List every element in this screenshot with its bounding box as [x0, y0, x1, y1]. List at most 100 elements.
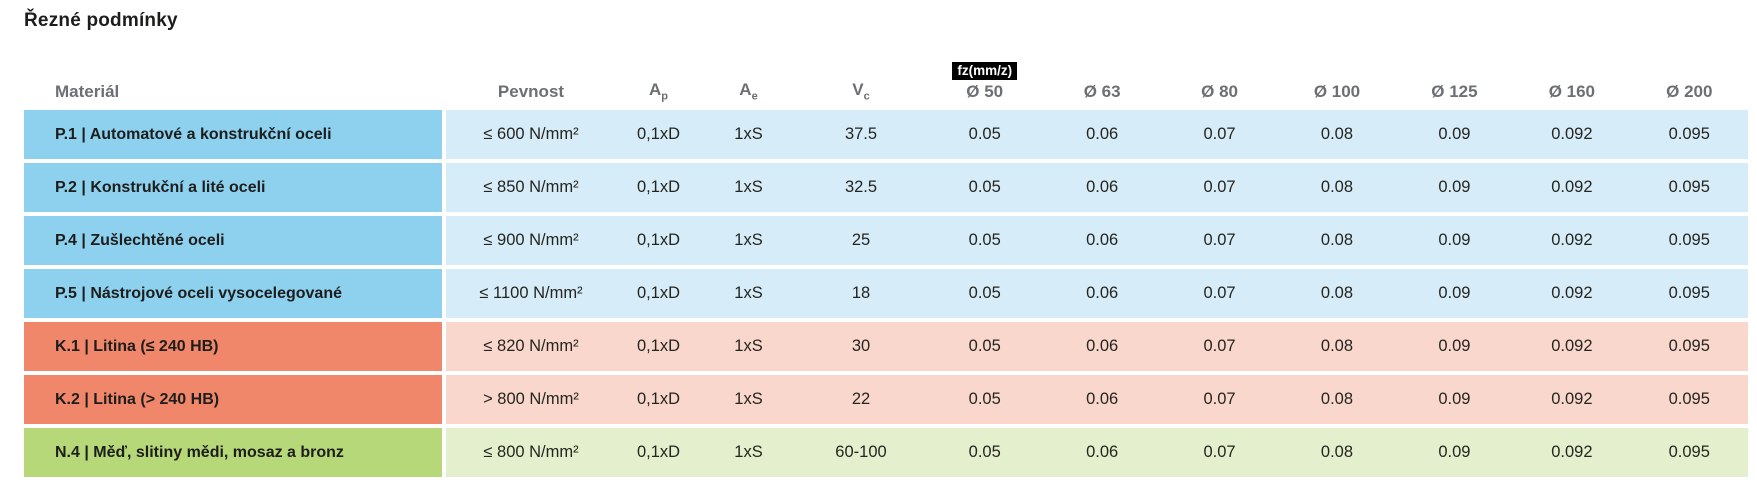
fz-cell-d80: 0.07	[1203, 125, 1236, 143]
material-label: K.1 | Litina (≤ 240 HB)	[55, 337, 219, 355]
header-diameter-80: Ø 80	[1201, 82, 1238, 101]
pevnost-cell: ≤ 900 N/mm²	[483, 231, 579, 249]
material-cell: P.4 | Zušlechtěné oceli	[24, 216, 442, 265]
row-values: ≤ 1100 N/mm² 0,1xD 1xS 18 0.05 0.06 0.07 0.…	[446, 269, 1748, 318]
material-label: P.4 | Zušlechtěné oceli	[55, 231, 225, 249]
material-label: P.2 | Konstrukční a lité oceli	[55, 178, 266, 196]
fz-cell-d160: 0.092	[1551, 284, 1593, 302]
row-values: > 800 N/mm² 0,1xD 1xS 22 0.05 0.06 0.07 0.0…	[446, 375, 1748, 424]
material-cell: N.4 | Měď, slitiny mědi, mosaz a bronz	[24, 428, 442, 477]
ae-cell: 1xS	[734, 125, 763, 143]
pevnost-cell: ≤ 820 N/mm²	[483, 337, 579, 355]
material-label: N.4 | Měď, slitiny mědi, mosaz a bronz	[55, 443, 344, 461]
header-material-label: Materiál	[55, 82, 120, 102]
table-row: P.5 | Nástrojové oceli vysocelegované ≤ …	[24, 269, 1748, 318]
ae-cell: 1xS	[734, 284, 763, 302]
fz-cell-d80: 0.07	[1203, 284, 1236, 302]
header-ap: Ap	[648, 79, 668, 102]
fz-cell-d125: 0.09	[1438, 178, 1471, 196]
header-diameter-200: Ø 200	[1666, 82, 1713, 101]
material-cell: P.5 | Nástrojové oceli vysocelegované	[24, 269, 442, 318]
fz-cell-d125: 0.09	[1438, 337, 1471, 355]
header-diameter-63: Ø 63	[1083, 82, 1121, 101]
table-row: P.4 | Zušlechtěné oceli ≤ 900 N/mm² 0,1x…	[24, 216, 1748, 265]
fz-cell-d100: 0.08	[1320, 125, 1354, 143]
pevnost-cell: ≤ 850 N/mm²	[483, 178, 579, 196]
table-header-row: Materiál Pevnost Ap Ae Vc fz(mm/z)	[24, 56, 1748, 108]
fz-cell-d63: 0.06	[1086, 337, 1119, 355]
material-cell: K.2 | Litina (> 240 HB)	[24, 375, 442, 424]
page-title: Řezné podmínky	[24, 10, 178, 31]
fz-cell-d80: 0.07	[1203, 231, 1236, 249]
ae-cell: 1xS	[734, 231, 763, 249]
fz-cell-d125: 0.09	[1438, 231, 1471, 249]
table-row: P.2 | Konstrukční a lité oceli ≤ 850 N/m…	[24, 163, 1748, 212]
fz-cell-d63: 0.06	[1086, 390, 1119, 408]
fz-cell-d100: 0.08	[1320, 178, 1354, 196]
fz-cell-d125: 0.09	[1438, 284, 1471, 302]
material-cell: K.1 | Litina (≤ 240 HB)	[24, 322, 442, 371]
fz-cell-d125: 0.09	[1438, 390, 1471, 408]
material-label: P.5 | Nástrojové oceli vysocelegované	[55, 284, 342, 302]
fz-cell-d160: 0.092	[1551, 231, 1593, 249]
ap-cell: 0,1xD	[636, 390, 681, 408]
fz-cell-d63: 0.06	[1086, 284, 1119, 302]
header-vc: Vc	[852, 79, 870, 102]
header-diameter-160: Ø 160	[1548, 82, 1595, 101]
fz-cell-d80: 0.07	[1203, 178, 1236, 196]
pevnost-cell: > 800 N/mm²	[483, 390, 579, 408]
vc-cell: 37.5	[844, 125, 878, 143]
fz-cell-d160: 0.092	[1551, 390, 1593, 408]
fz-cell-d160: 0.092	[1551, 125, 1593, 143]
ap-cell: 0,1xD	[636, 284, 681, 302]
header-diameter-100: Ø 100	[1313, 82, 1361, 101]
row-values: ≤ 900 N/mm² 0,1xD 1xS 25 0.05 0.06 0.07 0.0…	[446, 216, 1748, 265]
table-row: K.2 | Litina (> 240 HB) > 800 N/mm² 0,1x…	[24, 375, 1748, 424]
vc-cell: 32.5	[844, 178, 878, 196]
fz-cell-d160: 0.092	[1551, 178, 1593, 196]
table-row: P.1 | Automatové a konstrukční oceli ≤ 6…	[24, 110, 1748, 159]
fz-cell-d200: 0.095	[1668, 231, 1710, 249]
fz-cell-d125: 0.09	[1438, 443, 1471, 461]
fz-cell-d80: 0.07	[1203, 443, 1236, 461]
table-body: P.1 | Automatové a konstrukční oceli ≤ 6…	[24, 110, 1748, 477]
fz-cell-d100: 0.08	[1320, 337, 1354, 355]
header-pevnost: Pevnost	[497, 82, 565, 101]
fz-cell-d50: 0.05	[968, 390, 1001, 408]
fz-cell-d50: 0.05	[968, 443, 1001, 461]
fz-cell-d80: 0.07	[1203, 337, 1236, 355]
vc-cell: 25	[851, 231, 871, 249]
table-row: K.1 | Litina (≤ 240 HB) ≤ 820 N/mm² 0,1x…	[24, 322, 1748, 371]
fz-cell-d200: 0.095	[1668, 125, 1710, 143]
fz-cell-d63: 0.06	[1086, 178, 1119, 196]
fz-cell-d200: 0.095	[1668, 443, 1710, 461]
fz-cell-d63: 0.06	[1086, 231, 1119, 249]
vc-cell: 30	[851, 337, 871, 355]
pevnost-cell: ≤ 600 N/mm²	[483, 125, 579, 143]
row-values: ≤ 600 N/mm² 0,1xD 1xS 37.5 0.05 0.06 0.07 0…	[446, 110, 1748, 159]
fz-cell-d80: 0.07	[1203, 390, 1236, 408]
cutting-conditions-table: Materiál Pevnost Ap Ae Vc fz(mm/z)	[24, 56, 1748, 477]
ap-cell: 0,1xD	[636, 337, 681, 355]
fz-cell-d50: 0.05	[968, 337, 1001, 355]
ap-cell: 0,1xD	[636, 443, 681, 461]
fz-cell-d50: 0.05	[968, 231, 1001, 249]
fz-cell-d200: 0.095	[1668, 390, 1710, 408]
fz-cell-d200: 0.095	[1668, 178, 1710, 196]
ap-cell: 0,1xD	[636, 178, 681, 196]
row-values: ≤ 850 N/mm² 0,1xD 1xS 32.5 0.05 0.06 0.07 0…	[446, 163, 1748, 212]
fz-cell-d100: 0.08	[1320, 443, 1354, 461]
ap-cell: 0,1xD	[636, 231, 681, 249]
ae-cell: 1xS	[734, 443, 763, 461]
header-diameter-50: fz(mm/z) Ø 50	[926, 61, 1043, 102]
header-ae: Ae	[739, 79, 758, 102]
fz-cell-d50: 0.05	[968, 125, 1001, 143]
vc-cell: 60-100	[835, 443, 887, 461]
row-values: ≤ 800 N/mm² 0,1xD 1xS 60-100 0.05 0.06 0.0…	[446, 428, 1748, 477]
row-values: ≤ 820 N/mm² 0,1xD 1xS 30 0.05 0.06 0.07 0.0…	[446, 322, 1748, 371]
fz-cell-d50: 0.05	[968, 284, 1001, 302]
material-label: P.1 | Automatové a konstrukční oceli	[55, 125, 332, 143]
vc-cell: 22	[851, 390, 871, 408]
fz-cell-d160: 0.092	[1551, 337, 1593, 355]
pevnost-cell: ≤ 1100 N/mm²	[479, 284, 583, 302]
